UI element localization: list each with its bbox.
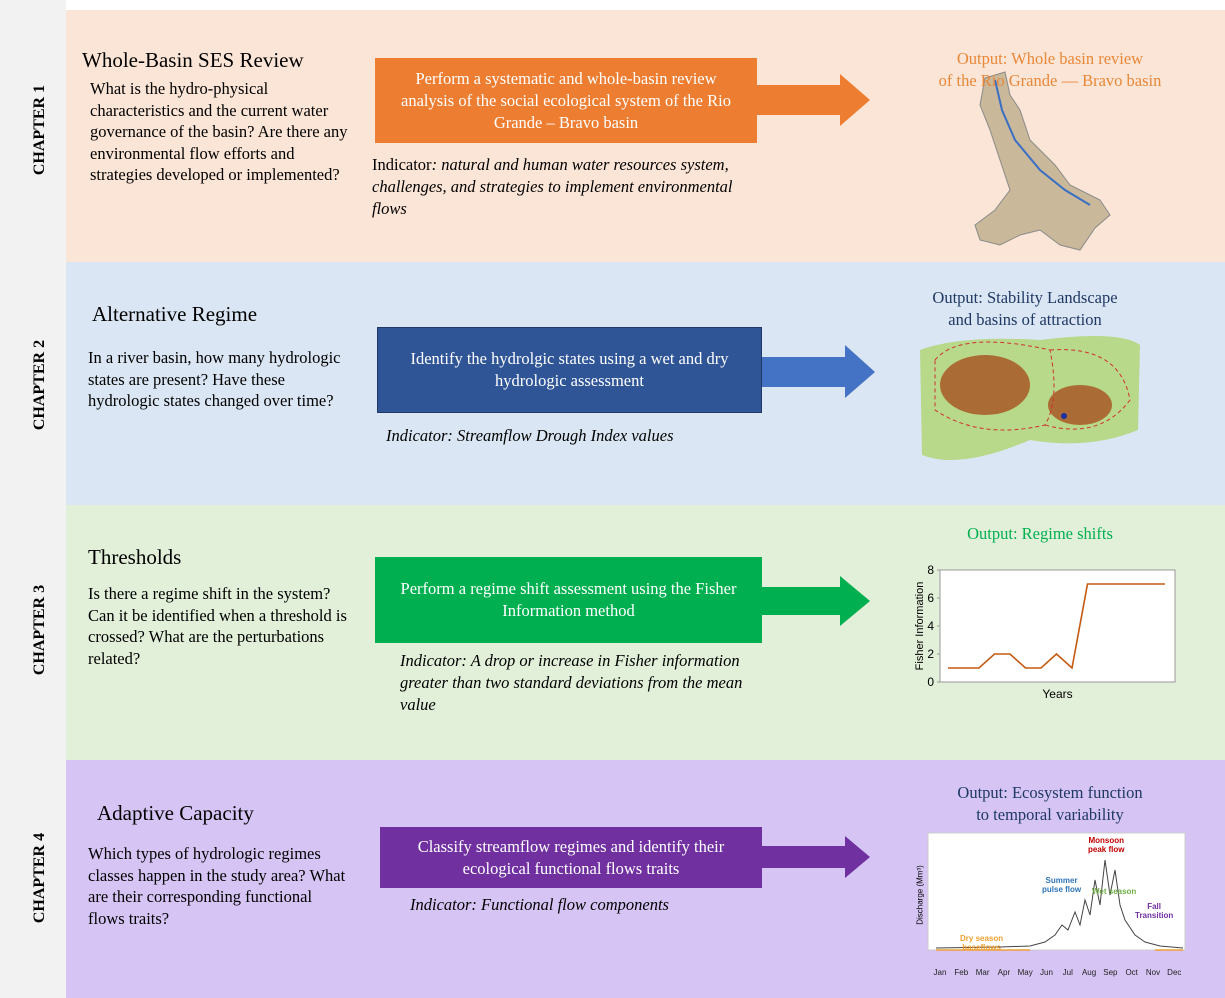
- arrow: [762, 836, 870, 878]
- chapter-label: CHAPTER 4: [31, 832, 48, 924]
- indicator-text: natural and human water resources system…: [372, 155, 733, 218]
- indicator-label: Indicator: [400, 651, 462, 670]
- indicator: Indicator: Streamflow Drough Index value…: [386, 426, 674, 445]
- y-tick-label: 6: [927, 591, 934, 605]
- side-strip: [0, 0, 66, 998]
- month-label: Jun: [1040, 968, 1053, 977]
- river: [994, 79, 1091, 206]
- question: In a river basin, how many hydrologic st…: [88, 348, 341, 410]
- process-box: Identify the hydrolgic states using a we…: [377, 327, 762, 413]
- month-label: Feb: [954, 968, 969, 977]
- question: What is the hydro-physical characteristi…: [90, 79, 348, 184]
- state-dot: [1061, 413, 1067, 419]
- month-label: Aug: [1081, 968, 1097, 977]
- annotation: Monsoon peak flow: [1088, 836, 1125, 854]
- annotation: Summer pulse flow: [1042, 876, 1082, 894]
- y-tick-label: 4: [927, 619, 934, 633]
- x-label: Years: [1042, 687, 1072, 701]
- basin: [1048, 385, 1112, 425]
- month-label: Nov: [1145, 968, 1161, 977]
- hydrograph: [935, 859, 1184, 949]
- indicator-text: A drop or increase in Fisher information…: [400, 651, 743, 714]
- indicator: Indicator: A drop or increase in Fisher …: [400, 651, 743, 714]
- title: Thresholds: [88, 545, 182, 569]
- month-label: Mar: [975, 968, 990, 977]
- y-tick-label: 0: [927, 675, 934, 689]
- output-title: Output: Ecosystem function to temporal v…: [957, 783, 1143, 824]
- indicator: Indicator: natural and human water resou…: [372, 155, 733, 218]
- chapter-label: CHAPTER 2: [31, 339, 48, 431]
- question: Which types of hydrologic regimes classe…: [88, 844, 346, 928]
- basin-map: [974, 71, 1111, 251]
- arrow: [762, 576, 870, 626]
- annotation: Dry season baseflows: [960, 934, 1004, 952]
- indicator: Indicator: Functional flow components: [410, 895, 669, 914]
- annotation: Wet season: [1092, 887, 1137, 896]
- y-label: Discharge (Mm³): [915, 865, 925, 925]
- annotation: Fall Transition: [1135, 902, 1174, 920]
- month-label: Apr: [997, 968, 1011, 977]
- plot-area: [939, 569, 1176, 683]
- indicator-label: Indicator: [372, 155, 432, 174]
- title: Adaptive Capacity: [97, 801, 254, 825]
- month-label: Oct: [1125, 968, 1138, 977]
- process-box: Classify streamflow regimes and identify…: [380, 827, 762, 888]
- chapter-label: CHAPTER 3: [31, 584, 48, 676]
- y-tick-label: 8: [927, 563, 934, 577]
- indicator-label: Indicator: [386, 426, 448, 445]
- arrow: [757, 74, 870, 126]
- month-label: Sep: [1103, 968, 1118, 977]
- chapter-label: CHAPTER 1: [31, 84, 48, 176]
- attraction-boundary: [934, 341, 1131, 431]
- question: Is there a regime shift in the system? C…: [88, 584, 347, 668]
- process-box: Perform a systematic and whole-basin rev…: [375, 58, 757, 143]
- basin: [940, 355, 1030, 415]
- y-tick-label: 2: [927, 647, 934, 661]
- arrow: [762, 345, 875, 398]
- indicator-label: Indicator: [410, 895, 472, 914]
- indicator-text: Streamflow Drough Index values: [457, 426, 674, 445]
- output-title: Output: Stability Landscape and basins o…: [932, 288, 1118, 329]
- hydrograph-frame: [927, 832, 1186, 951]
- process-box: Perform a regime shift assessment using …: [375, 557, 762, 643]
- y-label: Fisher Information: [914, 582, 926, 671]
- title: Whole-Basin SES Review: [82, 48, 304, 72]
- indicator-text: Functional flow components: [481, 895, 669, 914]
- month-label: Dec: [1167, 968, 1182, 977]
- fisher-line: [948, 583, 1165, 670]
- output-title: Output: Whole basin review of the Rio Gr…: [938, 49, 1162, 90]
- output-title: Output: Regime shifts: [967, 524, 1113, 543]
- month-label: Jul: [1062, 968, 1073, 977]
- month-label: May: [1017, 968, 1033, 977]
- month-label: Jan: [933, 968, 947, 977]
- title: Alternative Regime: [92, 302, 258, 326]
